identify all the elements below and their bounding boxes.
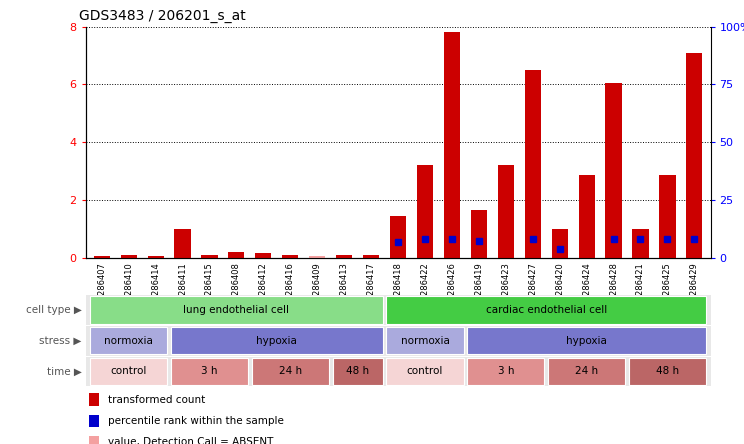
Bar [90,327,167,354]
Bar [90,358,167,385]
Bar [386,358,464,385]
Bar [417,165,433,258]
Bar [202,255,217,258]
Text: normoxia: normoxia [104,336,153,346]
Bar [467,358,545,385]
Text: value, Detection Call = ABSENT: value, Detection Call = ABSENT [108,437,273,444]
Bar [444,32,460,258]
Text: cell type ▶: cell type ▶ [26,305,82,315]
Bar [363,255,379,258]
Bar [386,327,464,354]
Text: 24 h: 24 h [575,366,598,377]
Bar [525,70,541,258]
Text: stress ▶: stress ▶ [39,336,82,346]
Text: control: control [407,366,443,377]
Text: lung endothelial cell: lung endothelial cell [184,305,289,315]
Bar [659,175,676,258]
Bar [310,256,325,258]
Bar [579,175,594,258]
Bar [174,229,190,258]
Text: hypoxia: hypoxia [257,336,298,346]
Text: GDS3483 / 206201_s_at: GDS3483 / 206201_s_at [80,9,246,23]
Bar [467,327,706,354]
Text: control: control [110,366,147,377]
Bar [386,297,706,324]
Bar [606,83,622,258]
Bar [471,210,487,258]
Bar [390,216,406,258]
Text: percentile rank within the sample: percentile rank within the sample [108,416,283,426]
Bar [686,53,702,258]
Bar [228,252,245,258]
Text: transformed count: transformed count [108,395,205,404]
Bar [629,358,706,385]
Bar [548,358,625,385]
Text: 24 h: 24 h [279,366,302,377]
Bar [282,255,298,258]
Bar [94,256,110,258]
Bar [171,358,248,385]
Bar [171,327,382,354]
Bar [255,253,272,258]
Text: hypoxia: hypoxia [566,336,607,346]
Bar [90,297,382,324]
Text: 3 h: 3 h [201,366,218,377]
Text: 48 h: 48 h [656,366,679,377]
Bar [336,255,352,258]
Text: cardiac endothelial cell: cardiac endothelial cell [486,305,607,315]
Bar [147,256,164,258]
Text: time ▶: time ▶ [47,366,82,377]
Text: 48 h: 48 h [346,366,369,377]
Text: 3 h: 3 h [498,366,514,377]
Bar [251,358,329,385]
Bar [551,229,568,258]
Text: normoxia: normoxia [400,336,449,346]
Bar [632,229,649,258]
Bar [333,358,382,385]
Bar [498,165,514,258]
Bar [121,255,137,258]
